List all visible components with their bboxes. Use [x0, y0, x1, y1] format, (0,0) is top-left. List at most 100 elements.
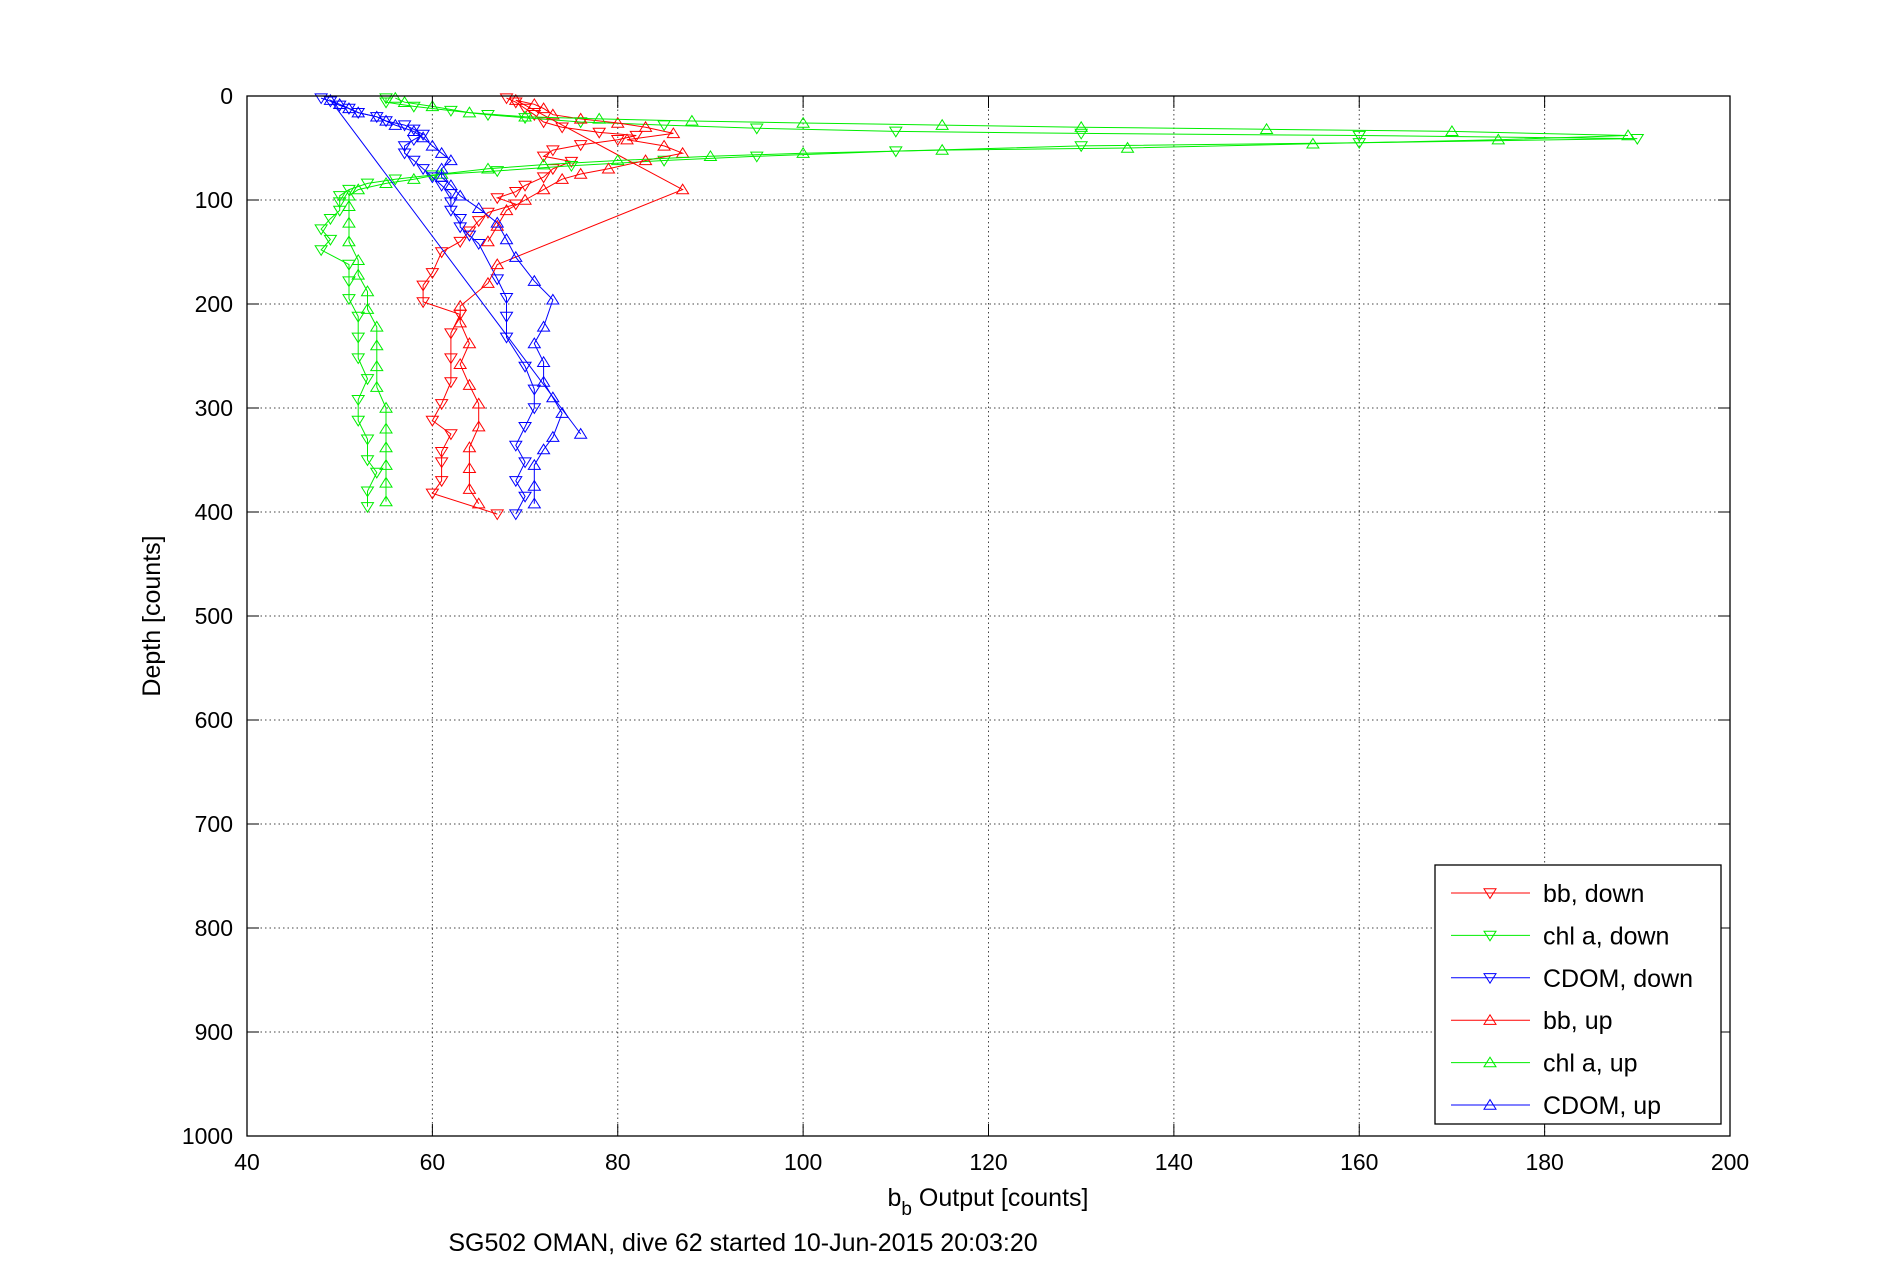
- data-point: [1074, 128, 1089, 140]
- data-point: [536, 355, 551, 367]
- data-point: [527, 479, 542, 491]
- data-point: [453, 299, 468, 311]
- data-point: [397, 95, 412, 107]
- data-point: [527, 384, 542, 396]
- legend-marker: [1483, 1013, 1497, 1025]
- data-point: [453, 357, 468, 370]
- data-point: [527, 97, 542, 110]
- data-point: [573, 140, 588, 152]
- data-point: [332, 197, 347, 209]
- data-point: [481, 110, 495, 122]
- data-point: [536, 183, 551, 195]
- legend-entry-cdom-up: CDOM, up: [1451, 1092, 1661, 1120]
- data-point: [434, 476, 449, 488]
- data-point: [638, 120, 653, 132]
- legend-marker: [1483, 973, 1497, 985]
- data-point: [1259, 122, 1274, 134]
- data-point: [360, 502, 375, 514]
- y-tick-label: 200: [195, 291, 233, 317]
- data-point: [360, 302, 375, 314]
- data-point: [444, 197, 458, 209]
- y-tick-label: 500: [195, 603, 233, 629]
- data-point: [888, 146, 903, 158]
- data-point: [471, 420, 486, 432]
- legend-label: chl a, up: [1543, 1050, 1638, 1078]
- x-axis-label: bb Output [counts]: [888, 1184, 1089, 1220]
- data-point: [453, 236, 468, 248]
- data-point: [1074, 120, 1089, 132]
- data-point: [379, 93, 393, 105]
- data-point: [434, 399, 449, 411]
- data-point: [518, 491, 532, 503]
- data-point: [453, 316, 468, 328]
- data-point: [796, 146, 811, 158]
- y-tick-label: 100: [195, 187, 233, 213]
- data-point: [499, 311, 514, 323]
- data-point: [536, 320, 551, 332]
- data-point: [397, 141, 412, 153]
- data-point: [499, 332, 514, 344]
- data-point: [508, 97, 523, 109]
- data-point: [1306, 137, 1320, 149]
- data-point: [416, 164, 431, 176]
- data-point: [471, 216, 486, 228]
- data-point: [518, 193, 532, 205]
- data-point: [675, 146, 690, 158]
- data-point: [444, 353, 458, 365]
- data-point: [545, 430, 560, 442]
- data-point: [518, 457, 532, 469]
- data-point: [342, 276, 356, 288]
- data-point: [462, 230, 477, 242]
- data-point: [379, 458, 393, 470]
- data-point: [388, 91, 403, 103]
- data-point: [314, 224, 329, 236]
- data-point: [462, 441, 477, 453]
- data-point: [369, 320, 384, 332]
- data-point: [351, 253, 366, 266]
- legend-label: CDOM, down: [1543, 965, 1693, 993]
- data-point: [527, 337, 542, 349]
- y-tick-label: 600: [195, 707, 233, 733]
- data-point: [1352, 138, 1367, 150]
- data-point: [351, 332, 366, 344]
- data-point: [397, 148, 412, 160]
- data-point: [360, 455, 375, 467]
- x-tick-label: 40: [234, 1149, 260, 1175]
- legend-entry-bb-up: bb, up: [1451, 1007, 1613, 1035]
- data-point: [444, 377, 458, 389]
- data-point: [406, 172, 421, 184]
- data-point: [629, 130, 644, 142]
- legend-label: chl a, down: [1543, 922, 1669, 950]
- data-point: [749, 123, 764, 135]
- data-point: [536, 172, 551, 184]
- y-tick-label: 800: [195, 915, 233, 941]
- data-point: [888, 126, 903, 138]
- data-point: [323, 214, 338, 226]
- data-point: [323, 234, 338, 246]
- legend-label: CDOM, up: [1543, 1092, 1661, 1120]
- data-point: [536, 443, 551, 455]
- data-point: [342, 259, 356, 271]
- data-point: [749, 151, 764, 163]
- data-point: [610, 154, 625, 166]
- data-point: [462, 482, 477, 494]
- data-point: [332, 191, 347, 203]
- data-point: [490, 193, 505, 205]
- data-point: [935, 143, 950, 155]
- legend-label: bb, up: [1543, 1007, 1613, 1035]
- data-point: [360, 178, 375, 190]
- data-point: [416, 297, 431, 309]
- series-cdom-down: [314, 93, 542, 521]
- data-point: [796, 116, 811, 128]
- data-point: [406, 125, 421, 137]
- legend-marker: [1483, 1056, 1497, 1068]
- y-tick-label: 300: [195, 395, 233, 421]
- data-point: [425, 415, 440, 427]
- data-point: [508, 440, 523, 452]
- data-point: [360, 374, 375, 386]
- data-point: [342, 199, 356, 211]
- data-point: [425, 139, 440, 151]
- data-point: [490, 258, 505, 270]
- data-point: [462, 337, 477, 349]
- data-point: [555, 172, 570, 184]
